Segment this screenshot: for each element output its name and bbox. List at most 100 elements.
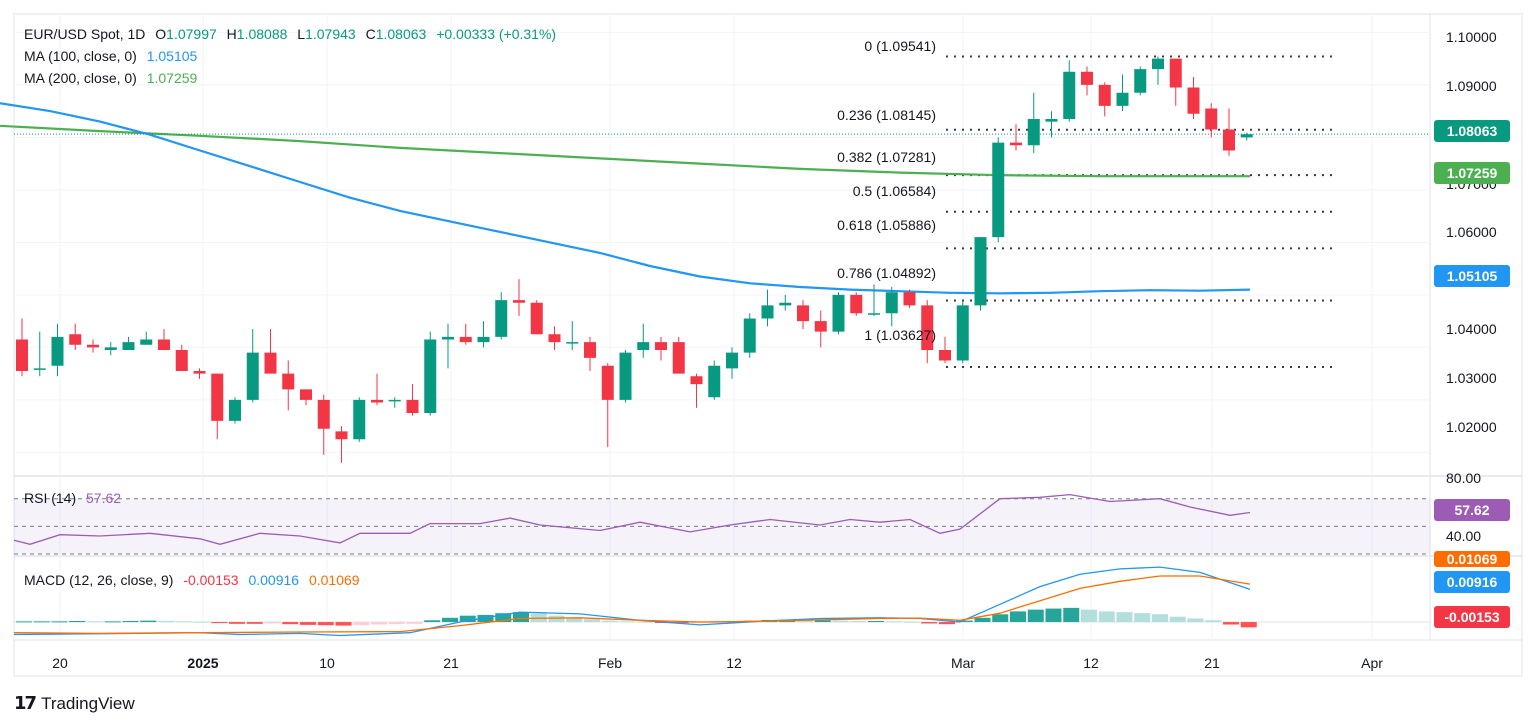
candle (637, 323, 650, 358)
candle-body (33, 368, 46, 370)
candle (1187, 77, 1200, 119)
price-tick: 1.09000 (1446, 78, 1497, 94)
macd-histogram-bar (672, 622, 689, 624)
candle (1134, 66, 1147, 96)
macd-histogram-bar (1027, 609, 1044, 623)
candle-body (832, 294, 845, 332)
candle (868, 284, 880, 316)
candle-body (974, 237, 987, 306)
brand-name: TradingView (41, 693, 135, 713)
price-tick: 1.04000 (1446, 321, 1497, 337)
candle-body (797, 305, 809, 322)
candle (282, 360, 295, 411)
macd-histogram-bar (885, 621, 902, 623)
macd-histogram-bar (140, 620, 157, 623)
candle (300, 389, 312, 406)
candle (51, 323, 64, 377)
macd-histogram-bar (1205, 620, 1222, 623)
candle (193, 368, 206, 379)
ma200-price-tag: 1.07259 (1434, 162, 1510, 184)
low-value: 1.07943 (305, 26, 356, 42)
candle-body (779, 302, 792, 306)
macd-histogram-bar (1063, 607, 1080, 623)
candle-body (921, 305, 934, 350)
rsi-tag: 57.62 (1434, 499, 1510, 521)
candle (708, 360, 721, 400)
macd-histogram-bar (246, 622, 263, 624)
candle (246, 329, 259, 403)
ma100-legend: MA (100, close, 0) 1.05105 (24, 48, 197, 64)
candle-body (122, 342, 135, 350)
ma100-label: MA (100, close, 0) (24, 48, 137, 64)
candle (1240, 132, 1253, 141)
macd-histogram-bar (903, 621, 920, 623)
macd-label: MACD (12, 26, close, 9) (24, 572, 174, 588)
candle (1098, 82, 1111, 117)
candle (424, 331, 437, 416)
candle-body (442, 336, 454, 340)
macd-histogram-bar (229, 622, 245, 624)
candle-body (158, 339, 170, 350)
macd-histogram-bar (442, 617, 458, 623)
candle-body (548, 334, 561, 343)
candle (317, 394, 330, 455)
macd-histogram-bar (1169, 616, 1186, 623)
macd-histogram-bar (158, 620, 174, 623)
candle (885, 287, 898, 327)
high-value: 1.08088 (236, 26, 288, 42)
candle (16, 318, 28, 377)
macd-histogram-bar (104, 621, 121, 623)
candle (87, 339, 99, 353)
candle-body (637, 342, 650, 350)
candle-body (566, 342, 579, 344)
macd-signal-line (13, 575, 1251, 635)
candle (992, 137, 1005, 243)
macd-histogram-bar (832, 620, 849, 623)
macd-histogram-bar (33, 621, 50, 623)
candle-body (761, 305, 774, 319)
candle-body (1116, 92, 1129, 106)
tradingview-brand[interactable]: 𝟭𝟳 TradingView (14, 693, 135, 714)
candle-body (1152, 58, 1164, 70)
macd-histogram-bar (211, 622, 228, 624)
ma200-label: MA (200, close, 0) (24, 70, 137, 86)
macd-histogram-bar (353, 622, 370, 626)
macd-histogram-bar (513, 612, 529, 623)
macd-histogram-bar (424, 620, 441, 623)
candle-body (335, 431, 348, 440)
rsi-axis-bottom: 40.00 (1446, 528, 1482, 544)
macd-histogram-bar (51, 621, 68, 623)
candle-body (424, 339, 437, 413)
candle-body (175, 350, 188, 371)
candle-body (850, 294, 863, 314)
candle-body (140, 339, 153, 345)
x-label: 12 (726, 655, 742, 671)
candle (175, 344, 188, 371)
fib-label-0618: 0.618 (1.05886) (837, 217, 936, 233)
macd-histogram-bar (850, 620, 867, 623)
candle-body (814, 321, 827, 332)
candle-body (868, 313, 880, 315)
price-tick: 1.02000 (1446, 419, 1497, 435)
candle-body (300, 389, 312, 400)
candle (122, 336, 135, 350)
macd-histogram-bar (459, 615, 476, 623)
symbol-legend: EUR/USD Spot, 1D O1.07997 H1.08088 L1.07… (24, 26, 556, 42)
candlestick-series (16, 56, 1253, 463)
rsi-pane (13, 493, 1430, 555)
ma100-value: 1.05105 (146, 48, 198, 64)
macd-histogram-bar (1116, 612, 1133, 623)
candle (850, 292, 863, 316)
candle (1116, 74, 1129, 112)
candle (158, 329, 170, 350)
candle (655, 336, 667, 361)
candle-body (672, 342, 685, 374)
ma100-price-tag: 1.05105 (1434, 265, 1510, 287)
candle-body (903, 292, 916, 306)
price-tick: 1.03000 (1446, 370, 1497, 386)
macd-histogram-bar (921, 622, 938, 624)
price-tick: 1.10000 (1446, 29, 1497, 45)
macd-histogram-bar (1045, 608, 1062, 623)
high-label: H (226, 26, 237, 42)
